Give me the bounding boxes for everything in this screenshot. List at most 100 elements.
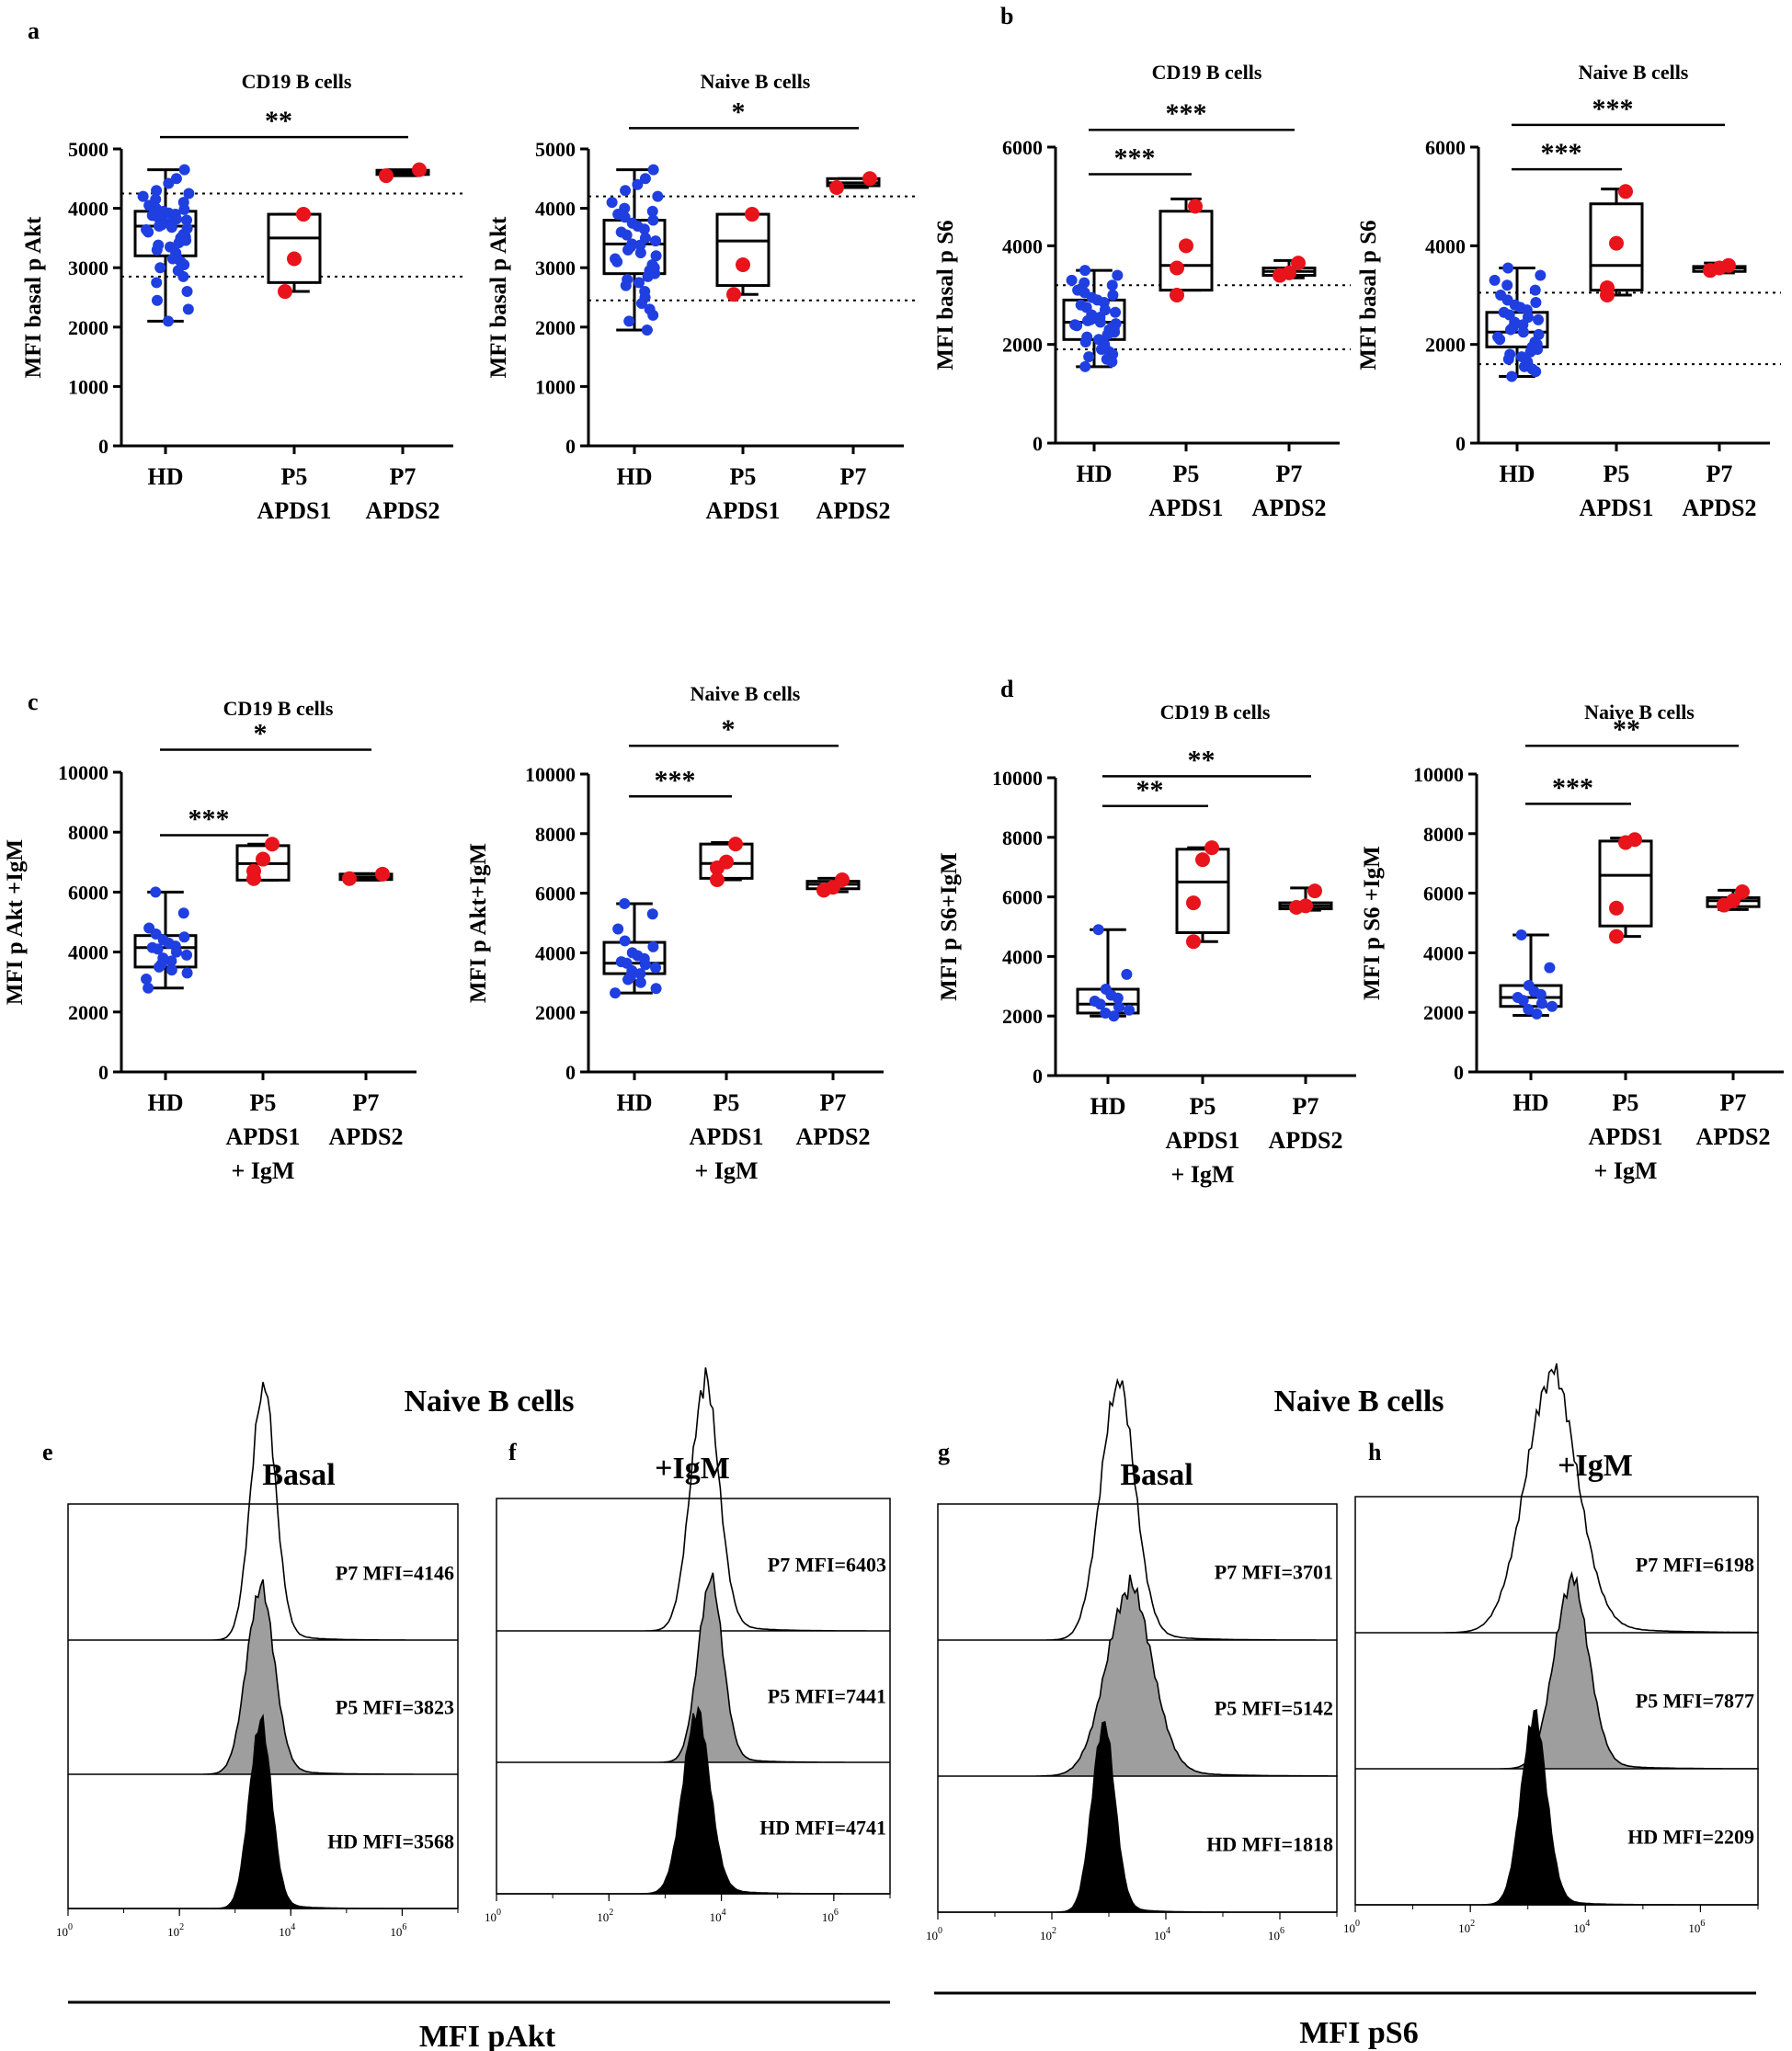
mfi-label: P5 MFI=7877: [1636, 1689, 1754, 1712]
y-axis-label: MFI basal p S6: [1356, 220, 1381, 370]
chart-title: Naive B cells: [1584, 701, 1695, 724]
x-tick-label: 104: [1154, 1926, 1170, 1943]
hd-point: [652, 190, 664, 202]
hd-point: [154, 220, 166, 232]
histogram-g: Basal P7 MFI=3701 P5 MFI=5142 HD MFI=1818 10…: [926, 1377, 1338, 1943]
patient-point: [829, 179, 844, 195]
hd-point: [1079, 265, 1091, 277]
patient-point: [1273, 268, 1287, 283]
significance-label: ***: [1552, 772, 1593, 803]
hd-point: [1515, 929, 1527, 940]
patient-point: [265, 837, 280, 852]
chart-b2: Naive B cells MFI basal p S6 0 2000 4000 6000…: [1356, 61, 1781, 521]
group-title-pakt: Naive B cells: [404, 1384, 574, 1419]
y-tick-label: 5000: [68, 138, 108, 161]
histogram-h: +IgM P7 MFI=6198 P5 MFI=7877 HD MFI=2209 100…: [1343, 1363, 1759, 1935]
patient-point: [736, 256, 750, 272]
y-axis-label: MFI basal p S6: [933, 220, 958, 370]
histogram-curve: [1355, 1570, 1759, 1770]
hd-point: [1079, 277, 1090, 289]
hd-point: [151, 294, 163, 306]
chart-a2: Naive B cells MFI basal p Akt 0 1000 2000 300…: [486, 70, 915, 524]
x-tick-label: P7: [840, 463, 867, 490]
hd-point: [1489, 274, 1501, 286]
patient-point: [1618, 184, 1633, 199]
x-tick-label: 102: [167, 1922, 184, 1939]
hd-point: [1107, 290, 1119, 301]
x-tick-label: HD: [617, 1089, 653, 1116]
x-tick-label: APDS1: [226, 1123, 301, 1150]
hd-point: [150, 929, 162, 940]
x-tick-label: 100: [56, 1922, 73, 1939]
y-tick-label: 2000: [535, 316, 576, 339]
patient-point: [379, 168, 394, 184]
y-axis-label: MFI p S6+IgM: [937, 852, 962, 1000]
x-tick-label: APDS2: [366, 497, 440, 524]
y-tick-label: 6000: [535, 883, 576, 906]
x-tick-label: P5: [281, 463, 308, 490]
mfi-label: HD MFI=3568: [327, 1829, 454, 1852]
x-tick-label: APDS1: [1580, 495, 1654, 521]
hd-point: [1112, 269, 1124, 281]
x-tick-label: 102: [1458, 1919, 1475, 1935]
patient-point: [816, 883, 831, 898]
x-tick-label: 106: [390, 1922, 406, 1939]
x-tick-label: APDS1: [1166, 1127, 1240, 1154]
significance-label: ***: [188, 803, 230, 834]
panel-letter-f: f: [508, 1439, 517, 1465]
patient-point: [412, 162, 427, 177]
hd-point: [154, 961, 166, 973]
x-tick-label: HD: [1500, 461, 1535, 487]
patient-point: [278, 284, 292, 300]
x-tick-label: P5: [1604, 461, 1630, 487]
hd-point: [620, 279, 632, 291]
hd-point: [1535, 269, 1547, 281]
patient-point: [1618, 835, 1633, 850]
x-tick-label: APDS2: [329, 1123, 404, 1150]
hd-point: [166, 955, 177, 967]
x-tick-label: APDS1: [1149, 495, 1224, 521]
mfi-label: P7 MFI=4146: [336, 1561, 454, 1584]
hd-point: [647, 309, 659, 321]
mfi-label: P7 MFI=6198: [1636, 1553, 1754, 1576]
y-tick-label: 3000: [535, 256, 576, 279]
hd-point: [612, 923, 624, 935]
y-tick-label: 5000: [535, 138, 576, 161]
hd-point: [647, 940, 659, 952]
patient-point: [1600, 288, 1615, 302]
hd-point: [1108, 1010, 1120, 1022]
x-tick-label: P5: [1173, 461, 1200, 487]
x-tick-label: APDS1: [1589, 1123, 1663, 1150]
y-tick-label: 6000: [1423, 883, 1464, 906]
hd-point: [619, 897, 631, 909]
patient-point: [728, 837, 743, 852]
hd-point: [1092, 924, 1104, 936]
histogram-curve: [68, 1578, 458, 1775]
patient-point: [375, 866, 390, 882]
hd-point: [150, 886, 162, 898]
panel-letter-b: b: [1000, 3, 1013, 29]
hd-point: [1124, 1004, 1136, 1016]
hd-point: [1530, 366, 1542, 378]
patient-point: [1291, 256, 1306, 271]
chart-b1: CD19 B cells MFI basal p S6 0 2000 4000 6000 H…: [933, 61, 1351, 521]
hd-point: [1066, 274, 1078, 286]
hd-point: [151, 244, 163, 256]
hd-point: [606, 197, 618, 209]
histogram-curve: [938, 1574, 1338, 1777]
hd-point: [622, 974, 634, 986]
y-tick-label: 6000: [1002, 136, 1043, 159]
hd-point: [143, 226, 154, 238]
x-tick-label: 102: [597, 1908, 613, 1924]
mfi-label: HD MFI=1818: [1206, 1832, 1333, 1855]
patient-point: [1609, 929, 1624, 944]
significance-label: *: [732, 97, 746, 127]
x-tick-label: P7: [1720, 1089, 1747, 1116]
y-tick-label: 0: [565, 1061, 576, 1084]
hd-point: [1506, 370, 1518, 382]
patient-point: [1186, 895, 1201, 911]
histogram-curve: [497, 1705, 890, 1895]
hd-point: [1079, 360, 1091, 372]
x-tick-label: APDS2: [796, 1123, 871, 1150]
